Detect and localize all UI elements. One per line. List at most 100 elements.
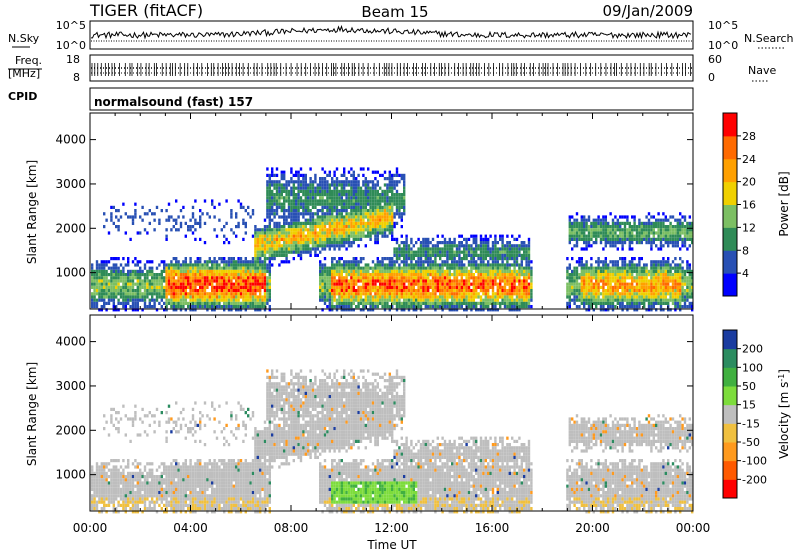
- power-cell: [170, 295, 172, 298]
- power-cell: [101, 267, 103, 270]
- power-cell: [333, 283, 335, 286]
- power-cell: [326, 183, 328, 186]
- power-cell: [125, 292, 127, 295]
- power-cell: [588, 295, 590, 298]
- power-cell: [461, 244, 463, 247]
- power-cell: [480, 238, 482, 241]
- power-cell: [612, 263, 614, 266]
- power-cell: [391, 231, 393, 234]
- power-cell: [530, 289, 532, 292]
- power-cell: [281, 238, 283, 241]
- power-cell: [189, 225, 191, 228]
- power-cell: [595, 279, 597, 282]
- power-cell: [461, 270, 463, 273]
- power-cell: [499, 235, 501, 238]
- power-cell: [197, 267, 199, 270]
- power-cell: [403, 174, 405, 177]
- power-cell: [139, 267, 141, 270]
- power-cell: [504, 267, 506, 270]
- power-cell: [245, 270, 247, 273]
- power-cell: [197, 279, 199, 282]
- power-cell: [391, 219, 393, 222]
- power-cell: [396, 257, 398, 260]
- power-cell: [353, 283, 355, 286]
- power-cell: [355, 299, 357, 302]
- power-cell: [384, 203, 386, 206]
- power-cell: [597, 263, 599, 266]
- power-cell: [175, 299, 177, 302]
- power-cell: [281, 254, 283, 257]
- power-cell: [288, 251, 290, 254]
- power-cell: [254, 260, 256, 263]
- power-cell: [645, 228, 647, 231]
- power-cell: [278, 228, 280, 231]
- power-cell: [125, 299, 127, 302]
- power-cell: [125, 295, 127, 298]
- power-cell: [314, 212, 316, 215]
- power-cell: [343, 174, 345, 177]
- power-cell: [288, 235, 290, 238]
- power-cell: [446, 263, 448, 266]
- power-cell: [199, 302, 201, 305]
- power-cell: [117, 279, 119, 282]
- power-cell: [365, 299, 367, 302]
- power-cell: [91, 267, 93, 270]
- power-cell: [595, 225, 597, 228]
- power-cell: [518, 302, 520, 305]
- power-cell: [266, 286, 268, 289]
- power-cell: [398, 203, 400, 206]
- power-cell: [415, 283, 417, 286]
- power-cell: [110, 299, 112, 302]
- power-cell: [492, 260, 494, 263]
- power-cell: [170, 305, 172, 308]
- power-cell: [343, 276, 345, 279]
- power-cell: [593, 219, 595, 222]
- power-cell: [396, 241, 398, 244]
- power-cell: [295, 171, 297, 174]
- power-cell: [473, 302, 475, 305]
- power-cell: [581, 279, 583, 282]
- power-cell: [350, 235, 352, 238]
- power-cell: [180, 283, 182, 286]
- power-cell: [235, 292, 237, 295]
- power-cell: [305, 177, 307, 180]
- power-cell: [264, 270, 266, 273]
- power-cell: [146, 273, 148, 276]
- power-cell: [213, 299, 215, 302]
- power-cell: [225, 279, 227, 282]
- power-cell: [134, 257, 136, 260]
- power-cell: [487, 279, 489, 282]
- power-cell: [297, 203, 299, 206]
- power-cell: [501, 276, 503, 279]
- power-cell: [257, 241, 259, 244]
- power-cell: [398, 289, 400, 292]
- power-cell: [355, 206, 357, 209]
- power-cell: [578, 276, 580, 279]
- power-cell: [348, 241, 350, 244]
- power-cell: [422, 260, 424, 263]
- power-cell: [497, 292, 499, 295]
- power-cell: [283, 196, 285, 199]
- power-cell: [609, 260, 611, 263]
- power-cell: [501, 302, 503, 305]
- power-cell: [465, 299, 467, 302]
- power-cell: [177, 270, 179, 273]
- power-cell: [187, 302, 189, 305]
- power-cell: [302, 203, 304, 206]
- power-cell: [355, 222, 357, 225]
- power-cell: [101, 279, 103, 282]
- power-cell: [329, 231, 331, 234]
- power-cell: [449, 289, 451, 292]
- power-cell: [115, 215, 117, 218]
- power-cell: [391, 193, 393, 196]
- power-cell: [595, 283, 597, 286]
- power-cell: [331, 199, 333, 202]
- power-cell: [429, 286, 431, 289]
- power-cell: [295, 199, 297, 202]
- power-cell: [254, 235, 256, 238]
- power-cell: [456, 299, 458, 302]
- power-cell: [441, 286, 443, 289]
- power-cell: [353, 203, 355, 206]
- power-cell: [425, 305, 427, 308]
- power-cell: [600, 273, 602, 276]
